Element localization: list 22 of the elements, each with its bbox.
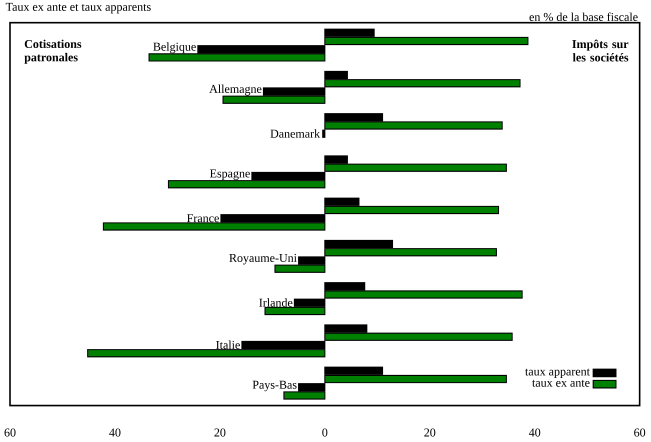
- y-tick-label: Danemark: [270, 129, 320, 138]
- y-tick-label: Belgique: [153, 42, 196, 54]
- y-tick-label: France: [187, 214, 219, 222]
- y-tick-label: Espagne: [210, 170, 250, 180]
- x-tick-label: 60: [4, 428, 16, 437]
- legend-label: taux apparent: [525, 368, 590, 378]
- x-tick-label: 40: [109, 428, 120, 437]
- x-tick-label: 20: [214, 428, 226, 437]
- x-tick-label: 40: [528, 428, 540, 437]
- x-tick-label: 0: [322, 428, 328, 437]
- annotation: Impôts sur les sociétés: [572, 40, 628, 62]
- x-tick-label: 20: [424, 428, 436, 437]
- annotation: Cotisations patronales: [24, 40, 82, 64]
- y-tick-label: Pays-Bas: [252, 381, 297, 392]
- y-tick-label: Royaume-Uni: [229, 254, 297, 265]
- y-tick-label: Italie: [216, 340, 240, 350]
- y-tick-label: Allemagne: [209, 84, 262, 96]
- text: en % de la base fiscale: [530, 12, 638, 22]
- x-tick-label: 60: [634, 428, 646, 437]
- y-tick-label: Irlande: [259, 298, 292, 307]
- legend-label: taux ex ante: [532, 380, 590, 387]
- chart-title: Taux ex ante et taux apparents: [6, 3, 151, 14]
